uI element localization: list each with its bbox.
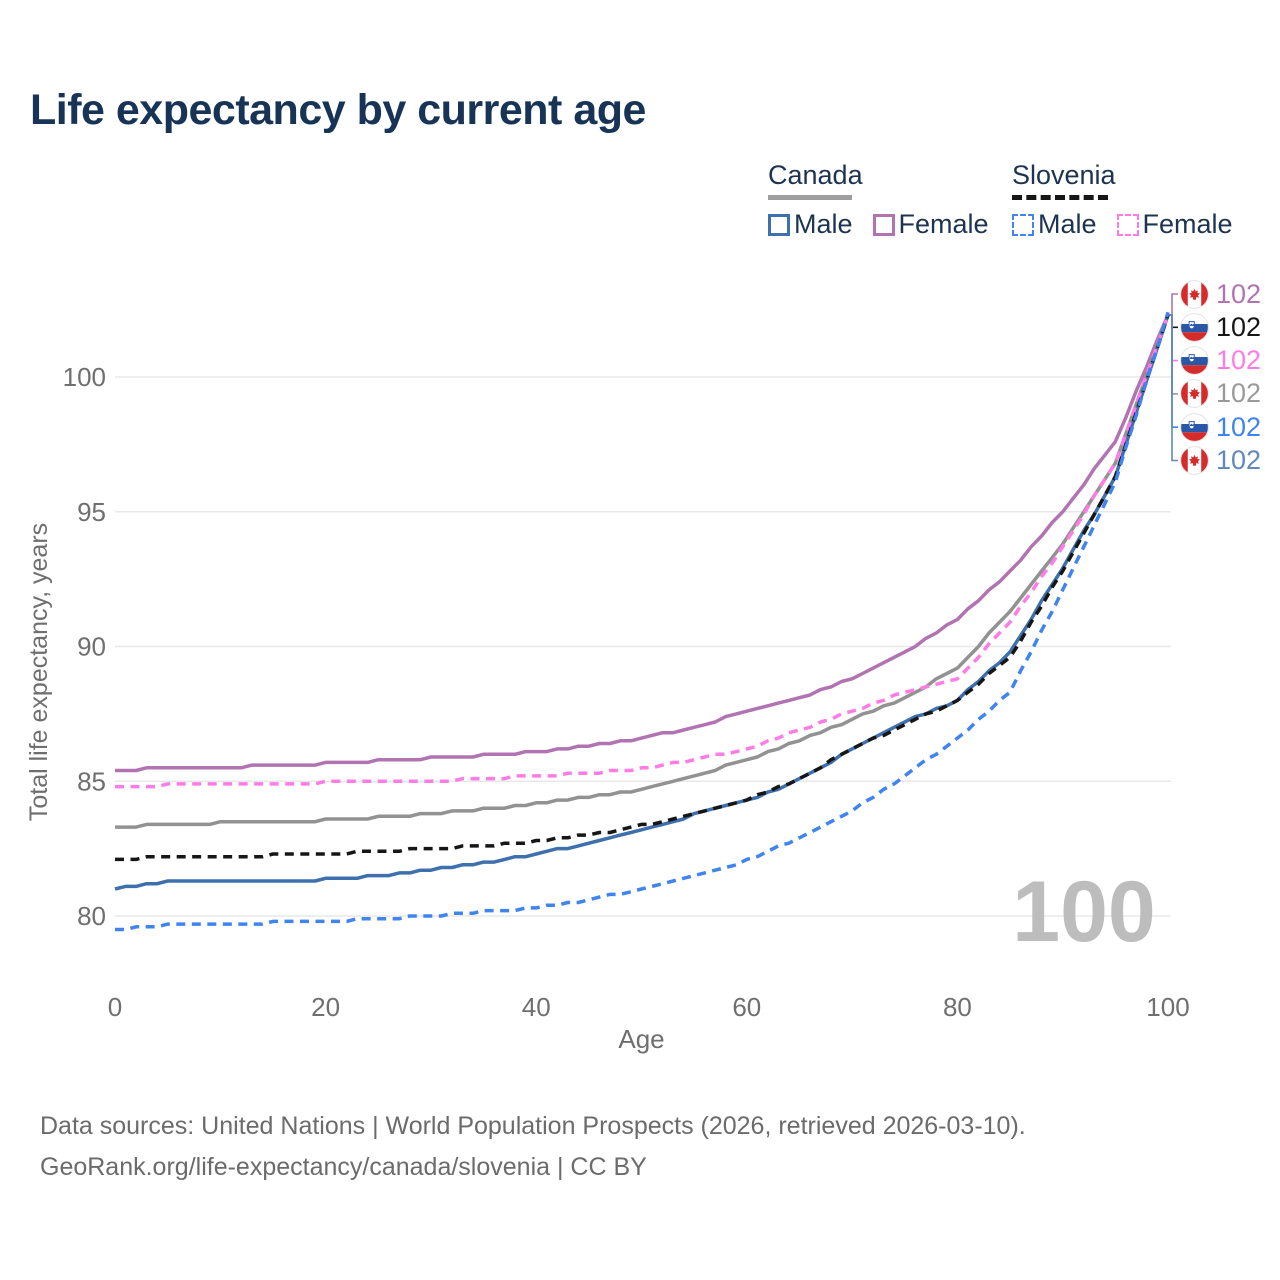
x-tick-0: 0 <box>108 992 122 1022</box>
y-axis-label: Total life expectancy, years <box>25 523 53 821</box>
y-tick-90: 90 <box>77 632 106 662</box>
canada-flag-icon <box>1180 279 1209 309</box>
footer-attribution: GeoRank.org/life-expectancy/canada/slove… <box>40 1153 647 1181</box>
legend-canada-female-swatch <box>872 213 895 236</box>
legend-group-canada: Canada Male Female <box>768 160 989 240</box>
legend-canada-female-label: Female <box>898 209 989 239</box>
x-tick-40: 40 <box>522 992 551 1022</box>
slovenia-dashed-line-swatch <box>1012 195 1108 200</box>
end-label-slovenia-female: 102 <box>1180 344 1261 378</box>
y-tick-95: 95 <box>77 497 106 527</box>
current-age-watermark: 100 <box>1012 864 1156 960</box>
end-label-value: 102 <box>1216 345 1262 376</box>
x-tick-80: 80 <box>943 992 972 1022</box>
series-line-canada-total <box>115 314 1170 829</box>
legend-slovenia-male-label: Male <box>1038 209 1097 239</box>
end-label-canada-total: 102 <box>1180 377 1261 411</box>
page-title: Life expectancy by current age <box>30 86 646 134</box>
end-label-value: 102 <box>1216 445 1262 475</box>
end-label-slovenia-total: 102 <box>1180 310 1261 344</box>
end-label-value: 102 <box>1216 311 1262 342</box>
canada-solid-line-swatch <box>768 195 852 200</box>
canada-flag-icon <box>1180 379 1209 409</box>
y-tick-80: 80 <box>77 901 106 931</box>
slovenia-flag-icon <box>1180 346 1209 375</box>
legend-slovenia-female-swatch <box>1116 213 1139 236</box>
legend-slovenia-label: Slovenia <box>1012 160 1116 190</box>
end-label-slovenia-male: 102 <box>1180 410 1261 444</box>
legend-slovenia-male-swatch <box>1012 213 1034 236</box>
x-tick-20: 20 <box>311 992 340 1022</box>
series-line-canada-male <box>114 314 1170 891</box>
y-tick-85: 85 <box>77 766 106 796</box>
legend-group-slovenia: Slovenia Male Female <box>1012 160 1233 240</box>
end-label-value: 102 <box>1216 278 1262 309</box>
series-line-slovenia-total <box>115 314 1170 862</box>
y-tick-100: 100 <box>63 362 106 392</box>
leader-line-canada-male <box>1166 314 1178 462</box>
leader-line-canada-female <box>1166 293 1178 316</box>
slovenia-flag-icon <box>1180 312 1209 342</box>
series-line-slovenia-male <box>115 311 1170 932</box>
x-axis-label: Age <box>618 1024 664 1054</box>
footer-data-sources: Data sources: United Nations | World Pop… <box>40 1112 1026 1140</box>
legend-canada-male-swatch <box>768 213 790 236</box>
end-label-value: 102 <box>1216 411 1262 442</box>
footer: Data sources: United Nations | World Pop… <box>40 1106 1026 1188</box>
x-tick-60: 60 <box>732 992 761 1022</box>
x-tick-100: 100 <box>1146 992 1189 1022</box>
series-line-slovenia-female <box>115 314 1170 789</box>
slovenia-flag-icon <box>1180 412 1209 442</box>
series-line-canada-female <box>115 314 1170 773</box>
end-label-canada-male: 102 <box>1180 444 1261 478</box>
end-label-value: 102 <box>1216 378 1262 409</box>
legend-slovenia-female-label: Female <box>1142 209 1233 239</box>
end-label-canada-female: 102 <box>1180 277 1261 311</box>
legend-canada-label: Canada <box>768 160 863 190</box>
canada-flag-icon <box>1180 446 1209 475</box>
legend-canada-male-label: Male <box>794 209 853 239</box>
